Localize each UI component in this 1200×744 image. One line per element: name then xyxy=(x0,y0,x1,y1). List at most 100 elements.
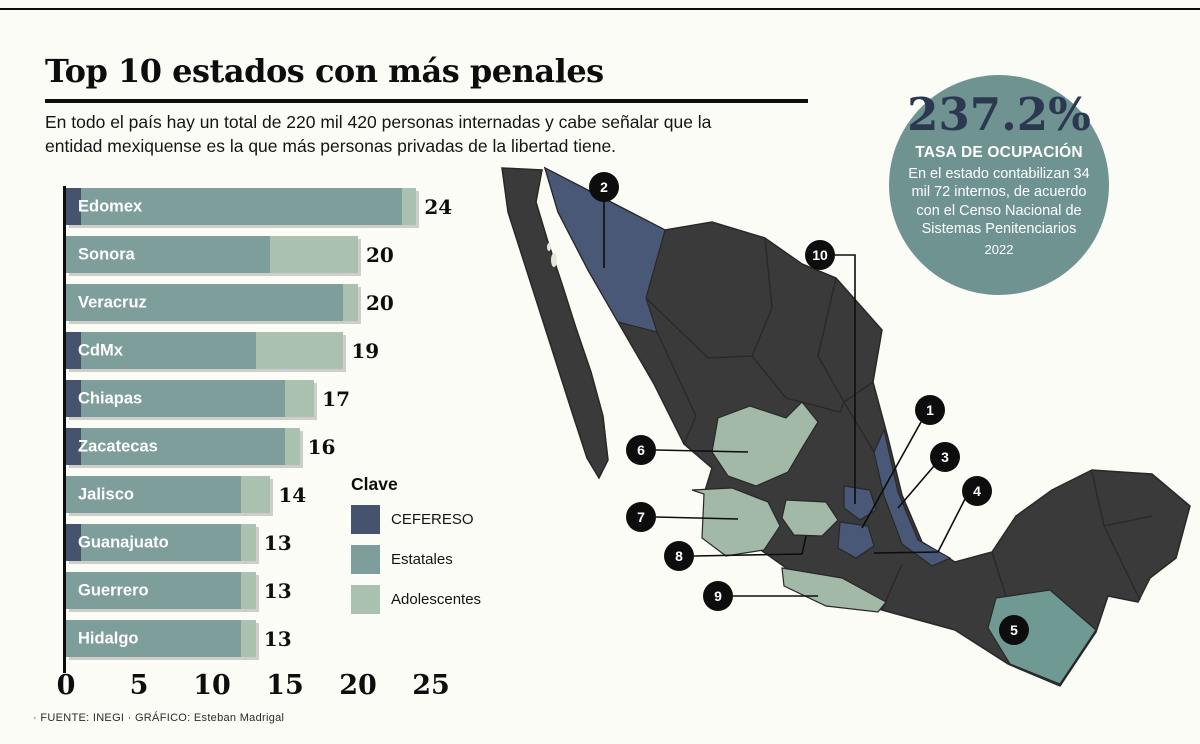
svg-text:2: 2 xyxy=(600,179,608,195)
bar-category-label: Hidalgo xyxy=(78,629,139,647)
bar-value-label: 20 xyxy=(365,242,394,267)
bar-segment-adolescentes xyxy=(284,428,300,465)
map-marker-6: 6 xyxy=(626,435,656,465)
bar-segment-estatales xyxy=(80,380,285,417)
x-axis-tick: 10 xyxy=(193,670,231,701)
bar-segment-estatales xyxy=(66,476,242,513)
gulf-island xyxy=(551,253,557,267)
map-marker-4: 4 xyxy=(962,476,992,506)
legend-label: Estatales xyxy=(391,551,453,568)
mexico-mainland xyxy=(543,166,1191,687)
map-marker-8: 8 xyxy=(664,541,694,571)
page-title: Top 10 estados con más penales xyxy=(45,52,604,90)
svg-text:4: 4 xyxy=(973,483,981,499)
bar: Hidalgo xyxy=(66,620,256,657)
x-axis-tick: 0 xyxy=(56,670,76,701)
state-sonora xyxy=(544,166,666,333)
legend-label: Adolescentes xyxy=(391,591,482,608)
x-axis-tick: 5 xyxy=(129,670,149,701)
bar-row-edomex: Edomex 24 xyxy=(66,188,452,225)
bar-row-zacatecas: Zacatecas 16 xyxy=(66,428,452,465)
bar-value-label: 19 xyxy=(351,338,380,363)
bar-segment-adolescentes xyxy=(401,188,417,225)
occupancy-rate-badge: 237.2% TASA DE OCUPACIÓN En el estado co… xyxy=(889,75,1109,295)
x-axis-tick: 25 xyxy=(412,670,450,701)
subtitle: En todo el país hay un total de 220 mil … xyxy=(45,112,712,157)
bar: Veracruz xyxy=(66,284,358,321)
bar-category-label: Sonora xyxy=(78,245,135,263)
map-marker-1: 1 xyxy=(915,395,945,425)
y-axis-line xyxy=(63,186,66,673)
legend-item-estatales: Estatales xyxy=(351,545,481,574)
legend-swatch xyxy=(351,505,380,534)
bar-segment-adolescentes xyxy=(255,332,344,369)
bar: Jalisco xyxy=(66,476,271,513)
bar: Guanajuato xyxy=(66,524,256,561)
bar-row-chiapas: Chiapas 17 xyxy=(66,380,452,417)
bar: CdMx xyxy=(66,332,344,369)
bar-row-guanajuato: Guanajuato 13 xyxy=(66,524,452,561)
bar-value-label: 13 xyxy=(263,530,292,555)
bar-segment-adolescentes xyxy=(270,236,358,273)
baja-california-peninsula xyxy=(501,167,609,480)
legend-title: Clave xyxy=(351,474,398,494)
bar-segment-estatales xyxy=(80,332,256,369)
bar-category-label: Edomex xyxy=(78,197,143,215)
bar: Guerrero xyxy=(66,572,256,609)
map-marker-2: 2 xyxy=(589,172,619,202)
svg-text:1: 1 xyxy=(926,402,934,418)
bar-segment-estatales xyxy=(66,620,242,657)
bar-value-label: 13 xyxy=(263,626,292,651)
bar-segment-cefereso xyxy=(66,428,81,465)
occupancy-rate-year: 2022 xyxy=(984,242,1014,258)
svg-text:6: 6 xyxy=(637,442,645,458)
legend-swatch xyxy=(351,545,380,574)
svg-text:7: 7 xyxy=(637,509,645,525)
bar-segment-adolescentes xyxy=(241,476,271,513)
bar-segment-adolescentes xyxy=(284,380,315,417)
state-guanajuato xyxy=(781,499,839,537)
bar-segment-cefereso xyxy=(66,332,81,369)
bar-segment-adolescentes xyxy=(241,620,256,657)
top-rule xyxy=(0,8,1200,10)
svg-text:3: 3 xyxy=(941,449,949,465)
mexico-map: 1 2 3 4 5 6 7 8 9 10 xyxy=(501,166,1191,687)
bar-category-label: Chiapas xyxy=(78,389,143,407)
map-marker-5: 5 xyxy=(999,615,1029,645)
bar-segment-adolescentes xyxy=(343,284,358,321)
bar-row-veracruz: Veracruz 20 xyxy=(66,284,452,321)
svg-text:8: 8 xyxy=(675,548,683,564)
legend-items: CEFERESO Estatales Adolescentes xyxy=(351,505,481,614)
state-borders xyxy=(645,237,1153,611)
bar-value-label: 17 xyxy=(322,386,351,411)
credits: · FUENTE: INEGI · GRÁFICO: Esteban Madri… xyxy=(33,712,285,724)
bar-segment-cefereso xyxy=(66,188,81,225)
bar-row-guerrero: Guerrero 13 xyxy=(66,572,452,609)
bar-segment-cefereso xyxy=(66,380,81,417)
state-jalisco xyxy=(691,487,781,557)
map-marker-9: 9 xyxy=(703,581,733,611)
state-veracruz xyxy=(873,428,952,567)
bar-segment-adolescentes xyxy=(241,572,256,609)
bar-category-label: Jalisco xyxy=(78,485,134,503)
occupancy-rate-label: TASA DE OCUPACIÓN xyxy=(915,144,1083,161)
x-axis: 0 5 10 15 20 25 xyxy=(57,670,486,704)
legend-swatch xyxy=(351,585,380,614)
legend-item-cefereso: CEFERESO xyxy=(351,505,481,534)
bar-chart: Edomex 24 Sonora 20 Veracruz 20 CdMx 19 Chiapas 1… xyxy=(66,188,452,668)
map-marker-3: 3 xyxy=(930,442,960,472)
bar-segment-estatales xyxy=(80,188,402,225)
bar-row-hidalgo: Hidalgo 13 xyxy=(66,620,452,657)
bar-segment-adolescentes xyxy=(241,524,256,561)
svg-text:5: 5 xyxy=(1010,622,1018,638)
x-axis-tick: 20 xyxy=(339,670,377,701)
svg-text:9: 9 xyxy=(714,588,722,604)
bar-segment-estatales xyxy=(66,236,271,273)
x-axis-tick: 15 xyxy=(266,670,304,701)
bar-segment-estatales xyxy=(66,572,242,609)
bar-category-label: CdMx xyxy=(78,341,123,359)
state-zacatecas xyxy=(711,401,819,487)
map-marker-7: 7 xyxy=(626,502,656,532)
bar: Edomex xyxy=(66,188,417,225)
